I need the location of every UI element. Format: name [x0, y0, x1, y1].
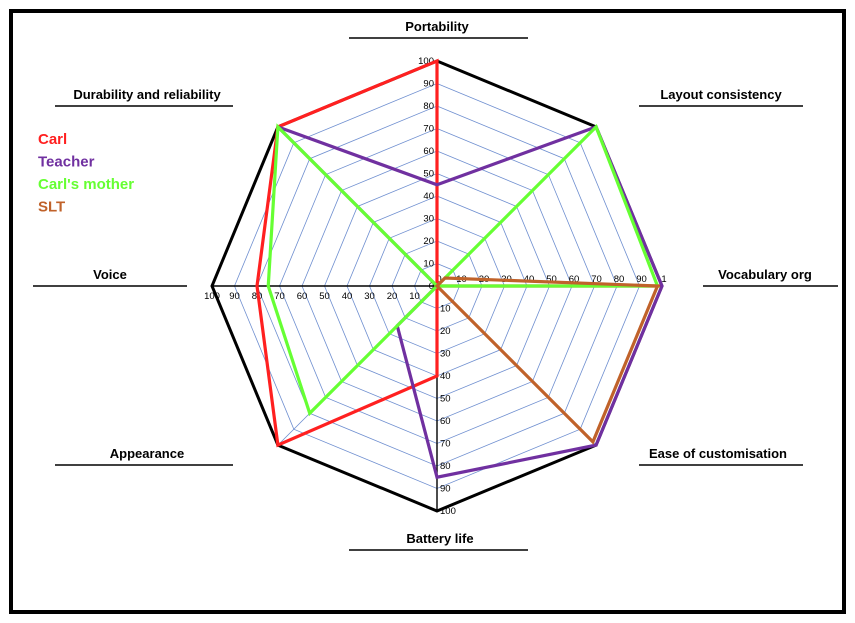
tick-label: 0: [429, 281, 434, 292]
axis-label-portability: Portability: [405, 19, 469, 34]
tick-label: 90: [440, 484, 451, 495]
tick-label: 10: [409, 291, 420, 302]
tick-label: 50: [423, 169, 434, 180]
tick-label: 80: [423, 101, 434, 112]
chart-frame: 0 0 10 10 10 10 20 20 20 20 30 30 30 30 40 40 40 40 50 50 50…: [9, 9, 846, 614]
tick-label: 80: [614, 274, 625, 285]
tick-label: 40: [342, 291, 353, 302]
axis-labels: Portability Layout consistency Vocabulary …: [33, 19, 838, 551]
tick-label: 30: [423, 214, 434, 225]
series-line-carl-s-mother: [266, 123, 660, 417]
tick-label: 90: [229, 291, 240, 302]
tick-label: 70: [423, 124, 434, 135]
legend-entry: Teacher: [38, 154, 95, 171]
tick-label: 70: [591, 274, 602, 285]
series-line-slt: [434, 276, 660, 445]
axis-label-durability-and-reliability: Durability and reliability: [73, 87, 221, 102]
series-line-teacher: [276, 124, 664, 480]
series-lines: [255, 58, 664, 480]
legend-entry: SLT: [38, 199, 65, 216]
tick-label: 100: [440, 506, 456, 517]
tick-label: 100: [418, 56, 434, 67]
tick-label: 50: [546, 274, 557, 285]
tick-label: 20: [423, 236, 434, 247]
tick-label: 20: [387, 291, 398, 302]
axis-label-layout-consistency: Layout consistency: [660, 87, 782, 102]
axis-label-vocabulary-org: Vocabulary org: [718, 267, 812, 282]
tick-label: 60: [297, 291, 308, 302]
axis-label-appearance: Appearance: [110, 446, 184, 461]
tick-label: 60: [423, 146, 434, 157]
tick-label: 70: [440, 439, 451, 450]
axis-label-battery-life: Battery life: [406, 531, 473, 546]
tick-label: 20: [440, 326, 451, 337]
tick-label: 90: [636, 274, 647, 285]
tick-label: 100: [204, 291, 220, 302]
axis-label-ease-of-customisation: Ease of customisation: [649, 446, 787, 461]
tick-label: 40: [440, 371, 451, 382]
tick-label: 40: [524, 274, 535, 285]
legend: Carl Teacher Carl's mother SLT: [38, 131, 134, 216]
series-line-carl: [255, 58, 662, 448]
tick-label: 50: [319, 291, 330, 302]
tick-label: 60: [569, 274, 580, 285]
tick-label: 80: [440, 461, 451, 472]
tick-label: 30: [440, 349, 451, 360]
tick-label: 10: [423, 259, 434, 270]
tick-label: 1: [661, 274, 666, 285]
axis-label-voice: Voice: [93, 267, 127, 282]
tick-label: 30: [364, 291, 375, 302]
tick-label: 50: [440, 394, 451, 405]
radar-chart: 0010101010202020203030303040404040505050…: [33, 19, 838, 551]
tick-labels: 0010101010202020203030303040404040505050…: [204, 56, 667, 517]
tick-label: 60: [440, 416, 451, 427]
tick-label: 40: [423, 191, 434, 202]
tick-label: 70: [274, 291, 285, 302]
legend-entry: Carl: [38, 131, 67, 148]
legend-entry: Carl's mother: [38, 176, 134, 193]
tick-label: 10: [440, 304, 451, 315]
tick-label: 0: [436, 274, 441, 285]
tick-label: 90: [423, 79, 434, 90]
